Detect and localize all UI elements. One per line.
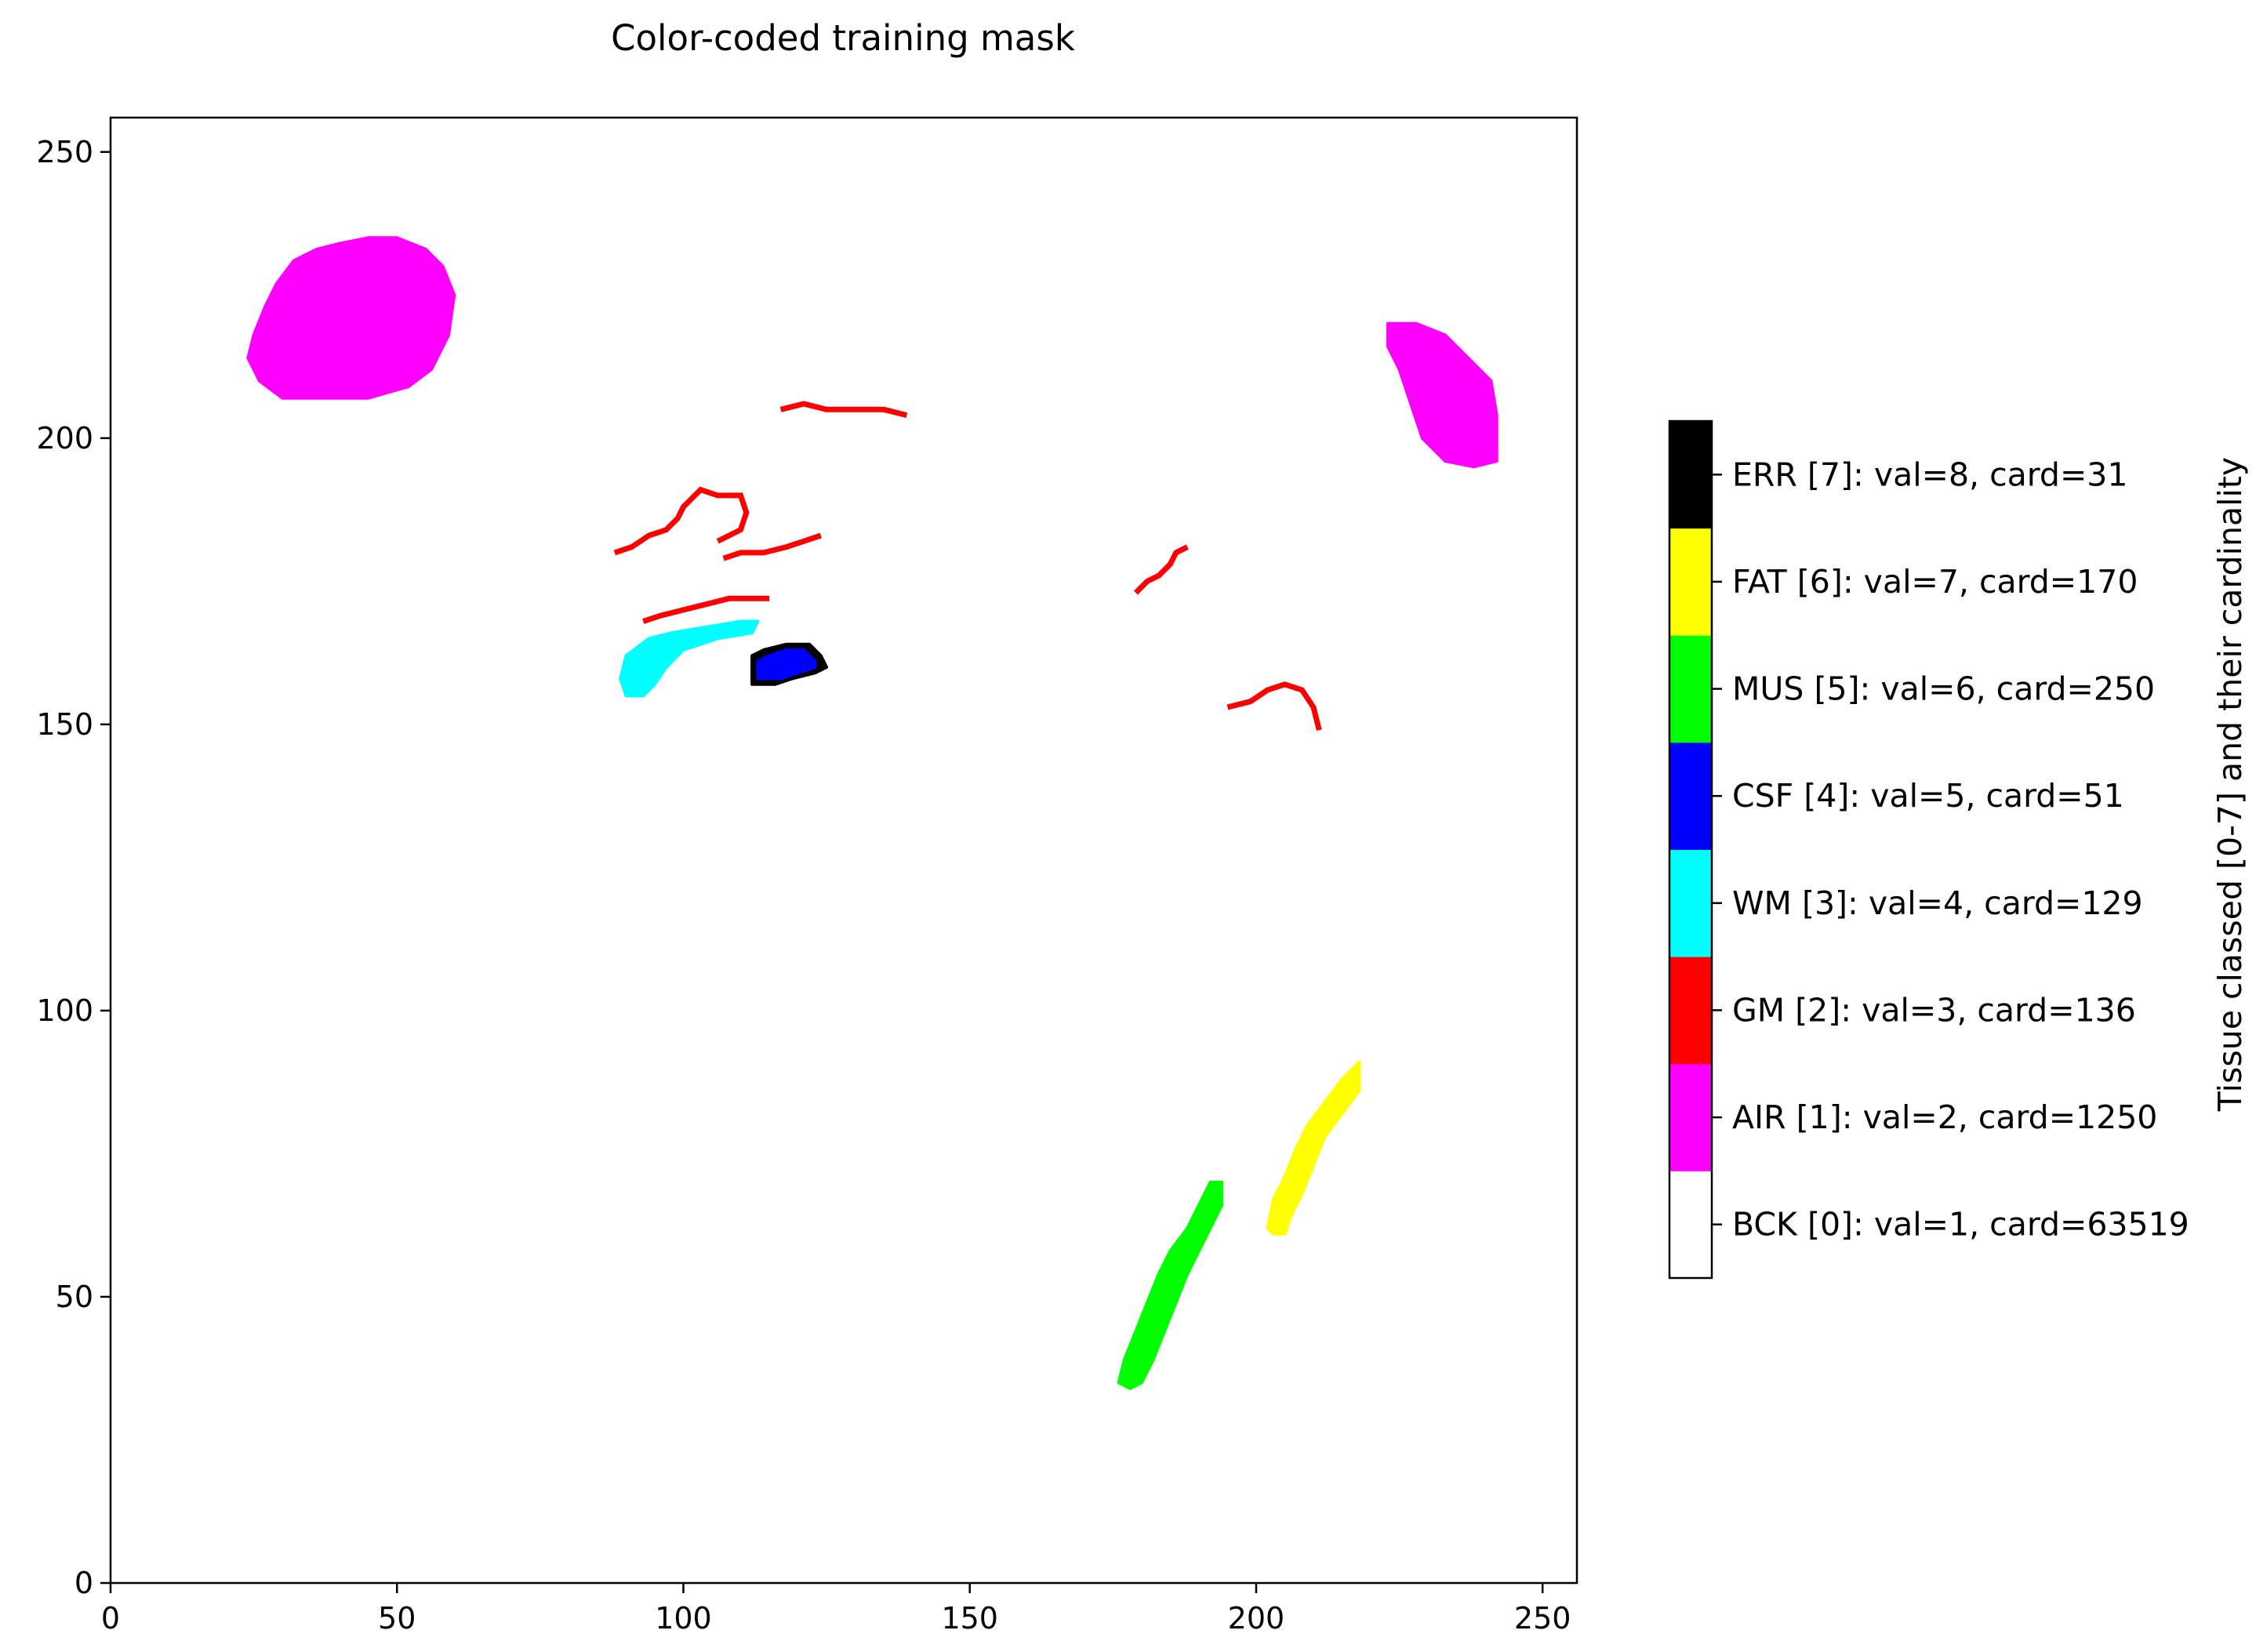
colorbar-swatch-7 [1669, 421, 1712, 529]
colorbar-label-3: WM [3]: val=4, card=129 [1732, 884, 2143, 922]
y-axis: 0 50 100 150 200 250 [36, 135, 111, 1600]
colorbar-swatch-6 [1669, 528, 1712, 636]
plot-frame [109, 116, 1578, 1585]
colorbar-swatch-5 [1669, 635, 1712, 743]
colorbar-label-0: BCK [0]: val=1, card=63519 [1732, 1206, 2189, 1244]
region-mus-11 [1117, 1180, 1224, 1390]
y-tick-label: 50 [56, 1280, 93, 1314]
region-gm-3 [613, 486, 750, 556]
colorbar-swatch-2 [1669, 957, 1712, 1065]
colorbar-swatch-0 [1669, 1171, 1712, 1279]
y-tick-label: 100 [36, 993, 93, 1028]
colorbar-label-7: ERR [7]: val=8, card=31 [1732, 456, 2127, 493]
mask-regions [246, 236, 1499, 1390]
x-tick-label: 200 [1228, 1601, 1285, 1636]
x-tick-label: 100 [655, 1601, 712, 1636]
colorbar-label-6: FAT [6]: val=7, card=170 [1732, 563, 2138, 601]
region-csf-10 [756, 648, 817, 681]
region-gm-4 [722, 532, 822, 561]
colorbar-label-1: AIR [1]: val=2, card=1250 [1732, 1098, 2157, 1136]
x-tick-label: 0 [101, 1601, 120, 1636]
x-tick-label: 150 [941, 1601, 998, 1636]
x-axis: 0 50 100 150 200 250 [101, 1583, 1571, 1636]
region-wm-8 [619, 619, 760, 698]
colorbar-frame [1668, 419, 1713, 1280]
region-gm-5 [642, 595, 769, 624]
colorbar-swatch-1 [1669, 1063, 1712, 1171]
region-gm-7 [1226, 681, 1322, 732]
y-tick-label: 250 [36, 135, 93, 169]
region-air-0 [246, 236, 456, 400]
colorbar-swatch-3 [1669, 849, 1712, 957]
colorbar-label-5: MUS [5]: val=6, card=250 [1732, 670, 2155, 708]
region-gm-6 [1134, 544, 1189, 595]
colorbar-swatch-4 [1669, 742, 1712, 850]
colorbar-label-4: CSF [4]: val=5, card=51 [1732, 777, 2124, 815]
x-tick-label: 50 [378, 1601, 416, 1636]
colorbar-label-2: GM [2]: val=3, card=136 [1732, 991, 2136, 1029]
region-fat-12 [1266, 1060, 1361, 1236]
region-air-1 [1386, 321, 1499, 469]
y-tick-label: 0 [74, 1566, 93, 1600]
region-gm-2 [779, 401, 908, 418]
chart-title: Color-coded training mask [611, 17, 1075, 59]
x-tick-label: 250 [1514, 1601, 1571, 1636]
y-tick-label: 150 [36, 707, 93, 742]
colorbar-label: Tissue classed [0-7] and their cardinali… [2211, 457, 2249, 1112]
colorbar: BCK [0]: val=1, card=63519 AIR [1]: val=2… [1668, 419, 2189, 1280]
y-tick-label: 200 [36, 421, 93, 456]
